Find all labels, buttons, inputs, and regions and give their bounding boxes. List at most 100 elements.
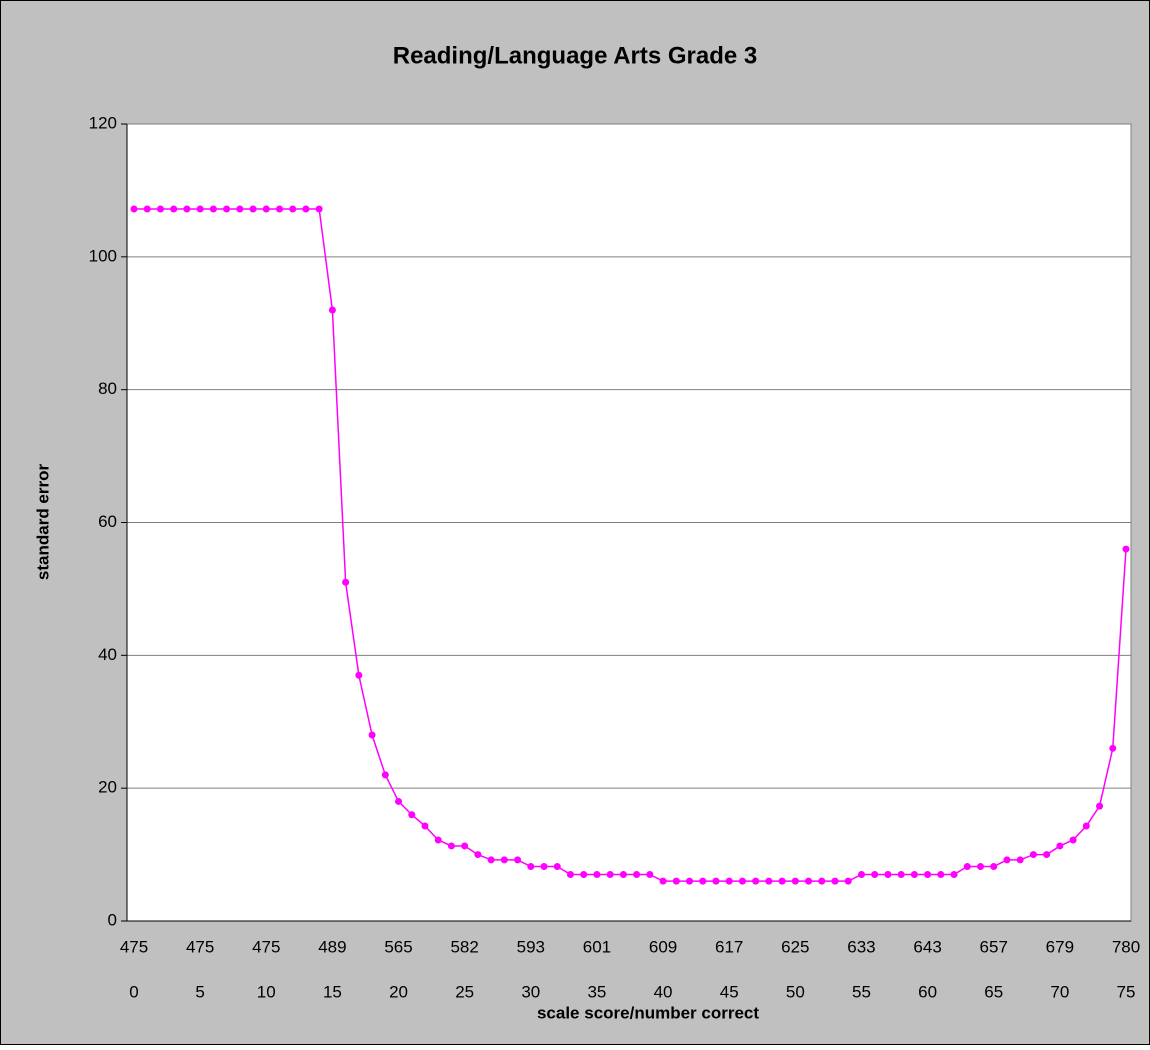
data-point (857, 871, 865, 879)
x-subtick-label: 65 (984, 982, 1003, 1001)
x-tick-label: 617 (715, 937, 743, 956)
data-point (871, 871, 879, 879)
data-point (143, 205, 151, 213)
data-point (170, 205, 178, 213)
x-subtick-label: 60 (918, 982, 937, 1001)
x-subtick-label: 75 (1117, 982, 1136, 1001)
x-tick-label: 625 (781, 937, 809, 956)
data-point (249, 205, 257, 213)
chart-title: Reading/Language Arts Grade 3 (393, 42, 758, 69)
data-point (1069, 836, 1077, 844)
data-point (540, 863, 548, 871)
x-tick-label: 657 (980, 937, 1008, 956)
x-subtick-label: 70 (1050, 982, 1069, 1001)
x-axis-label: scale score/number correct (537, 1003, 759, 1022)
x-subtick-label: 50 (786, 982, 805, 1001)
data-point (395, 797, 403, 805)
x-tick-label: 601 (583, 937, 611, 956)
data-point (1096, 802, 1104, 810)
data-point (183, 205, 191, 213)
data-point (672, 877, 680, 885)
data-point (633, 871, 641, 879)
x-subtick-label: 25 (455, 982, 474, 1001)
data-point (275, 205, 283, 213)
x-subtick-label: 15 (323, 982, 342, 1001)
x-subtick-label: 10 (257, 982, 276, 1001)
x-subtick-label: 35 (587, 982, 606, 1001)
data-point (566, 871, 574, 879)
x-subtick-label: 20 (389, 982, 408, 1001)
data-point (884, 871, 892, 879)
data-point (910, 871, 918, 879)
data-point (223, 205, 231, 213)
x-tick-label: 582 (450, 937, 478, 956)
data-point (381, 771, 389, 779)
data-point (699, 877, 707, 885)
data-point (831, 877, 839, 885)
data-point (487, 856, 495, 864)
data-point (606, 871, 614, 879)
data-point (844, 877, 852, 885)
data-point (500, 856, 508, 864)
x-subtick-label: 45 (720, 982, 739, 1001)
data-point (686, 877, 694, 885)
data-point (474, 851, 482, 859)
data-point (1056, 842, 1064, 850)
data-point (342, 578, 350, 586)
data-point (289, 205, 297, 213)
data-point (950, 871, 958, 879)
data-point (805, 877, 813, 885)
data-point (990, 863, 998, 871)
data-point (924, 871, 932, 879)
data-point (527, 863, 535, 871)
x-subtick-label: 40 (654, 982, 673, 1001)
data-point (1016, 856, 1024, 864)
data-point (130, 205, 138, 213)
data-point (593, 871, 601, 879)
data-point (328, 306, 336, 314)
x-subtick-label: 55 (852, 982, 871, 1001)
x-tick-label: 475 (252, 937, 280, 956)
data-point (408, 811, 416, 819)
data-point (1122, 545, 1130, 553)
data-point (765, 877, 773, 885)
data-point (712, 877, 720, 885)
data-point (791, 877, 799, 885)
x-tick-label: 633 (847, 937, 875, 956)
x-tick-label: 593 (517, 937, 545, 956)
data-point (580, 871, 588, 879)
data-point (725, 877, 733, 885)
y-tick-label: 120 (89, 113, 117, 132)
data-point (752, 877, 760, 885)
data-point (619, 871, 627, 879)
y-tick-label: 20 (98, 778, 117, 797)
data-point (447, 842, 455, 850)
data-point (553, 863, 561, 871)
data-point (236, 205, 244, 213)
data-point (196, 205, 204, 213)
data-point (262, 205, 270, 213)
x-tick-label: 643 (913, 937, 941, 956)
y-tick-label: 40 (98, 645, 117, 664)
data-point (738, 877, 746, 885)
data-point (1043, 851, 1051, 859)
data-point (963, 863, 971, 871)
data-point (659, 877, 667, 885)
data-point (355, 671, 363, 679)
data-point (315, 205, 323, 213)
x-tick-label: 679 (1046, 937, 1074, 956)
data-point (368, 731, 376, 739)
x-subtick-label: 30 (521, 982, 540, 1001)
x-tick-label: 609 (649, 937, 677, 956)
x-tick-label: 475 (186, 937, 214, 956)
data-point (434, 836, 442, 844)
data-point (818, 877, 826, 885)
data-point (209, 205, 217, 213)
data-point (646, 871, 654, 879)
data-point (1109, 744, 1117, 752)
data-point (897, 871, 905, 879)
data-point (514, 856, 522, 864)
data-point (1003, 856, 1011, 864)
x-subtick-label: 5 (195, 982, 204, 1001)
